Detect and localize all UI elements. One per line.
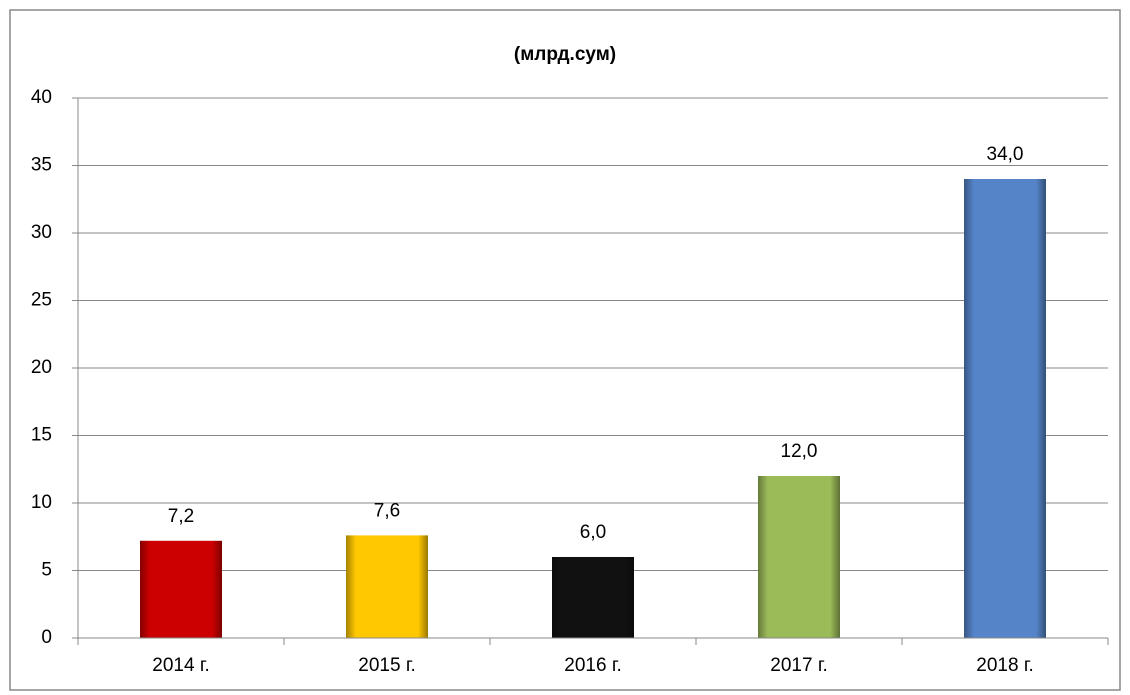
bar-shade (346, 535, 428, 638)
bar-shade (964, 179, 1046, 638)
data-label: 12,0 (781, 441, 818, 462)
y-tick-label: 10 (31, 492, 52, 513)
x-tick-label: 2017 г. (770, 655, 827, 676)
x-tick-label: 2018 г. (976, 655, 1033, 676)
x-tick-label: 2015 г. (358, 655, 415, 676)
bar-shade (140, 540, 222, 638)
y-tick-label: 30 (31, 222, 52, 243)
y-tick-label: 0 (41, 627, 52, 648)
y-tick-label: 15 (31, 425, 52, 446)
y-tick-label: 5 (41, 560, 52, 581)
chart-title: (млрд.сум) (514, 44, 616, 65)
data-label: 6,0 (580, 522, 606, 543)
bar-shade (552, 557, 634, 638)
y-tick-label: 20 (31, 357, 52, 378)
y-tick-label: 25 (31, 290, 52, 311)
y-tick-label: 35 (31, 155, 52, 176)
y-tick-label: 40 (31, 87, 52, 108)
data-label: 7,2 (168, 506, 194, 527)
x-tick-label: 2016 г. (564, 655, 621, 676)
bar-shade (758, 476, 840, 638)
data-label: 34,0 (987, 144, 1024, 165)
x-tick-label: 2014 г. (152, 655, 209, 676)
data-label: 7,6 (374, 500, 400, 521)
